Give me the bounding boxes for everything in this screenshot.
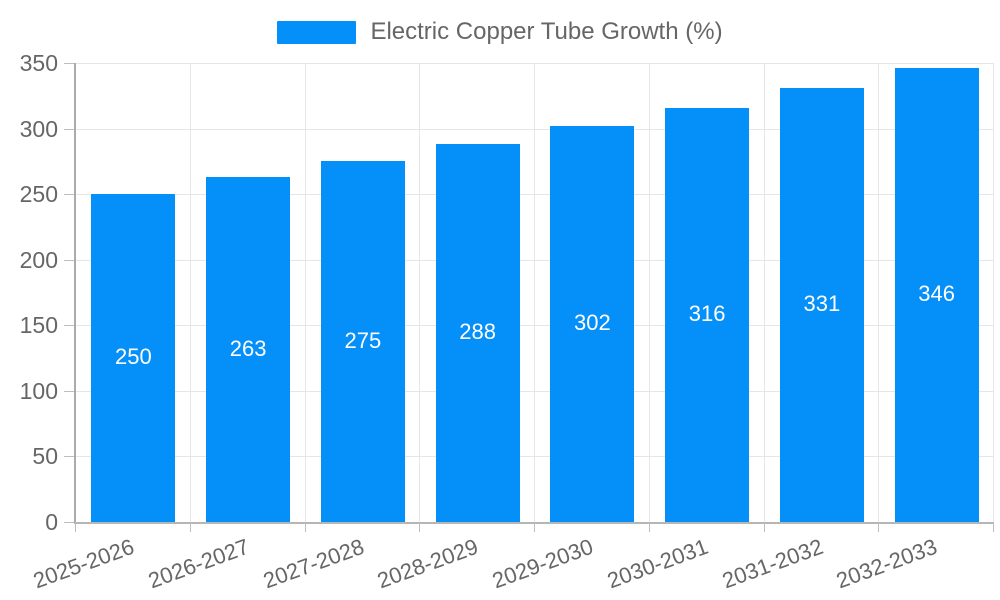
h-gridline [76, 259, 994, 261]
x-axis-tick [419, 522, 421, 532]
x-axis-tick [878, 522, 880, 532]
v-gridline [419, 63, 421, 522]
h-gridline [76, 325, 994, 327]
legend-marker[interactable] [277, 20, 357, 44]
legend[interactable]: Electric Copper Tube Growth (%) [0, 18, 1000, 46]
y-axis-tick-label: 200 [19, 246, 58, 273]
h-gridline [76, 390, 994, 392]
bar[interactable]: 250 [91, 194, 176, 522]
y-axis-tick [64, 522, 74, 523]
h-gridline [76, 456, 994, 458]
y-axis-tick [64, 456, 74, 458]
x-axis-tick [763, 522, 765, 532]
bar[interactable]: 263 [206, 177, 291, 522]
legend-label[interactable]: Electric Copper Tube Growth (%) [370, 18, 723, 45]
y-axis-tick-label: 250 [19, 181, 58, 208]
bar-value-label: 346 [918, 281, 955, 307]
bar-value-label: 263 [229, 335, 267, 361]
bar-value-label: 316 [688, 300, 726, 326]
x-axis-tick-label: 2028-2029 [374, 533, 482, 594]
bar[interactable]: 346 [894, 68, 979, 522]
v-gridline [763, 63, 765, 522]
x-axis-tick [993, 522, 994, 532]
bar-value-label: 250 [115, 344, 152, 370]
v-gridline [878, 63, 880, 522]
v-gridline [648, 63, 650, 522]
y-axis-tick [64, 325, 74, 327]
bar-value-label: 302 [574, 309, 611, 335]
y-axis-tick [64, 259, 74, 261]
h-gridline [76, 63, 994, 64]
y-axis-tick-label: 300 [19, 115, 58, 142]
x-axis-tick-label: 2032-2033 [833, 533, 941, 594]
v-gridline [189, 63, 191, 522]
x-axis-tick-label: 2029-2030 [489, 533, 597, 594]
h-gridline [76, 128, 994, 130]
bar-value-label: 288 [459, 319, 496, 345]
y-axis-tick-label: 50 [32, 443, 58, 470]
bar-value-label: 331 [803, 290, 841, 316]
bar-value-label: 275 [344, 327, 382, 353]
y-axis-tick-label: 100 [19, 377, 58, 404]
y-axis-tick [64, 194, 74, 196]
plot-area: 250 263 275 288 302 316 331 346 0 50 100 150 200 250… [20, 50, 994, 593]
x-axis-tick-label: 2031-2032 [718, 533, 826, 594]
x-axis-tick [304, 522, 306, 532]
v-gridline [304, 63, 306, 522]
x-axis-tick-label: 2027-2028 [259, 533, 367, 594]
h-gridline [76, 194, 994, 196]
y-axis-tick-label: 0 [45, 509, 58, 535]
v-gridline [993, 63, 994, 522]
x-axis-tick-label: 2030-2031 [603, 533, 712, 594]
x-axis-tick-label: 2026-2027 [144, 533, 253, 594]
y-axis-tick [64, 390, 74, 392]
bar[interactable]: 288 [435, 144, 520, 522]
x-axis-tick-label: 2025-2026 [30, 533, 138, 594]
y-axis-tick-label: 150 [19, 312, 58, 339]
y-axis-tick [64, 63, 74, 64]
v-gridline [534, 63, 535, 522]
x-axis-tick [75, 522, 76, 532]
bar[interactable]: 275 [320, 161, 405, 522]
y-axis-tick [64, 128, 74, 130]
x-axis-tick [189, 522, 191, 532]
bar[interactable]: 316 [665, 107, 750, 522]
bar[interactable]: 331 [779, 87, 864, 522]
bar[interactable]: 302 [550, 125, 635, 522]
x-axis-tick [648, 522, 650, 532]
x-axis-tick [534, 522, 535, 532]
y-axis-tick-label: 350 [19, 50, 58, 76]
